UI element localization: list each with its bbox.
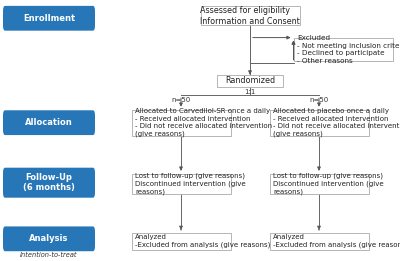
Text: Analyzed
-Excluded from analysis (give reasons): Analyzed -Excluded from analysis (give r…: [273, 234, 400, 248]
FancyBboxPatch shape: [3, 110, 95, 135]
Text: Assessed for eligibility
Information and Consent: Assessed for eligibility Information and…: [200, 5, 300, 26]
FancyBboxPatch shape: [3, 168, 95, 198]
FancyBboxPatch shape: [132, 174, 230, 194]
Text: Randomized: Randomized: [225, 76, 275, 85]
Text: Allocated to placebo once a daily
- Received allocated intervention
- Did not re: Allocated to placebo once a daily - Rece…: [273, 108, 400, 137]
Text: Analyzed
-Excluded from analysis (give reasons): Analyzed -Excluded from analysis (give r…: [135, 234, 270, 248]
Text: 1:1: 1:1: [244, 89, 256, 95]
FancyBboxPatch shape: [3, 226, 95, 251]
Text: Lost to follow-up (give reasons)
Discontinued intervention (give
reasons): Lost to follow-up (give reasons) Discont…: [135, 173, 246, 195]
FancyBboxPatch shape: [270, 110, 368, 136]
FancyBboxPatch shape: [270, 174, 368, 194]
FancyBboxPatch shape: [200, 6, 300, 26]
Text: Excluded
- Not meeting inclusion criteria
- Declined to participate
- Other reas: Excluded - Not meeting inclusion criteri…: [297, 35, 400, 64]
Text: Analysis: Analysis: [29, 234, 69, 243]
Text: n=50: n=50: [309, 97, 329, 103]
FancyBboxPatch shape: [294, 38, 392, 61]
Text: n=50: n=50: [171, 97, 191, 103]
Text: Follow-Up
(6 months): Follow-Up (6 months): [23, 173, 75, 192]
Text: Allocated to Carvedilol-SR once a daily
- Received allocated intervention
- Did : Allocated to Carvedilol-SR once a daily …: [135, 108, 272, 137]
FancyBboxPatch shape: [270, 233, 368, 250]
FancyBboxPatch shape: [3, 6, 95, 31]
FancyBboxPatch shape: [132, 233, 230, 250]
Text: Enrollment: Enrollment: [23, 14, 75, 23]
FancyBboxPatch shape: [132, 110, 230, 136]
Text: Intention-to-treat: Intention-to-treat: [20, 252, 78, 258]
Text: Lost to follow-up (give reasons)
Discontinued intervention (give
reasons): Lost to follow-up (give reasons) Discont…: [273, 173, 384, 195]
Text: Allocation: Allocation: [25, 118, 73, 127]
FancyBboxPatch shape: [217, 75, 283, 87]
